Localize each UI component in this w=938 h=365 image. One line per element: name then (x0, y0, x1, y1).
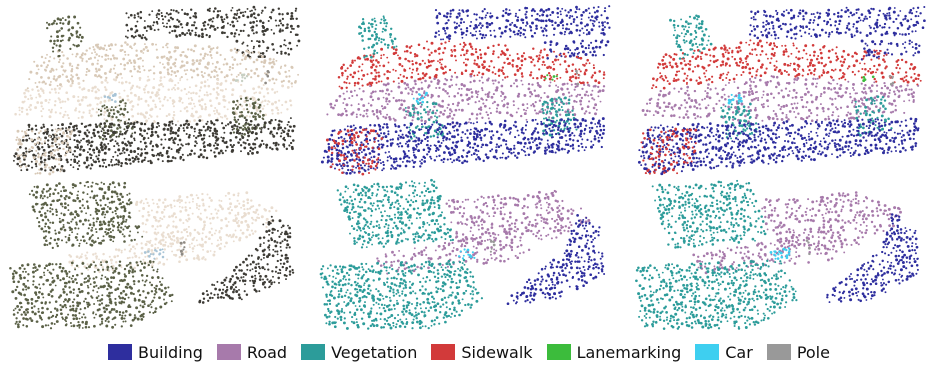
legend-swatch-pole (766, 344, 791, 360)
legend-label-road: Road (246, 342, 288, 362)
legend-item-lanemarking: Lanemarking (546, 342, 682, 362)
legend: Building Road Vegetation Sidewalk Lanema… (0, 340, 938, 364)
legend-label-pole: Pole (796, 342, 830, 362)
legend-swatch-vegetation (301, 344, 326, 360)
panel-input-top (12, 5, 301, 176)
point-cloud-figure (9, 5, 926, 330)
panel-pred-top (320, 5, 611, 176)
legend-item-road: Road (216, 342, 288, 362)
legend-item-car: Car (695, 343, 753, 362)
legend-label-lanemarking: Lanemarking (576, 342, 682, 362)
legend-label-car: Car (725, 342, 753, 362)
legend-swatch-road (216, 344, 241, 360)
panel-input-bottom (9, 180, 295, 330)
legend-label-sidewalk: Sidewalk (461, 342, 533, 362)
legend-item-vegetation: Vegetation (301, 343, 417, 362)
legend-item-pole: Pole (766, 342, 830, 362)
legend-swatch-building (108, 344, 133, 360)
legend-label-vegetation: Vegetation (331, 342, 418, 362)
legend-swatch-car (695, 344, 720, 360)
panel-gt-bottom (635, 179, 919, 330)
legend-swatch-sidewalk (431, 344, 456, 360)
legend-item-building: Building (108, 343, 203, 362)
legend-item-sidewalk: Sidewalk (431, 342, 533, 362)
legend-swatch-lanemarking (546, 344, 571, 360)
panel-pred-bottom (319, 178, 606, 330)
panel-gt-top (637, 5, 926, 176)
legend-label-building: Building (138, 342, 203, 362)
